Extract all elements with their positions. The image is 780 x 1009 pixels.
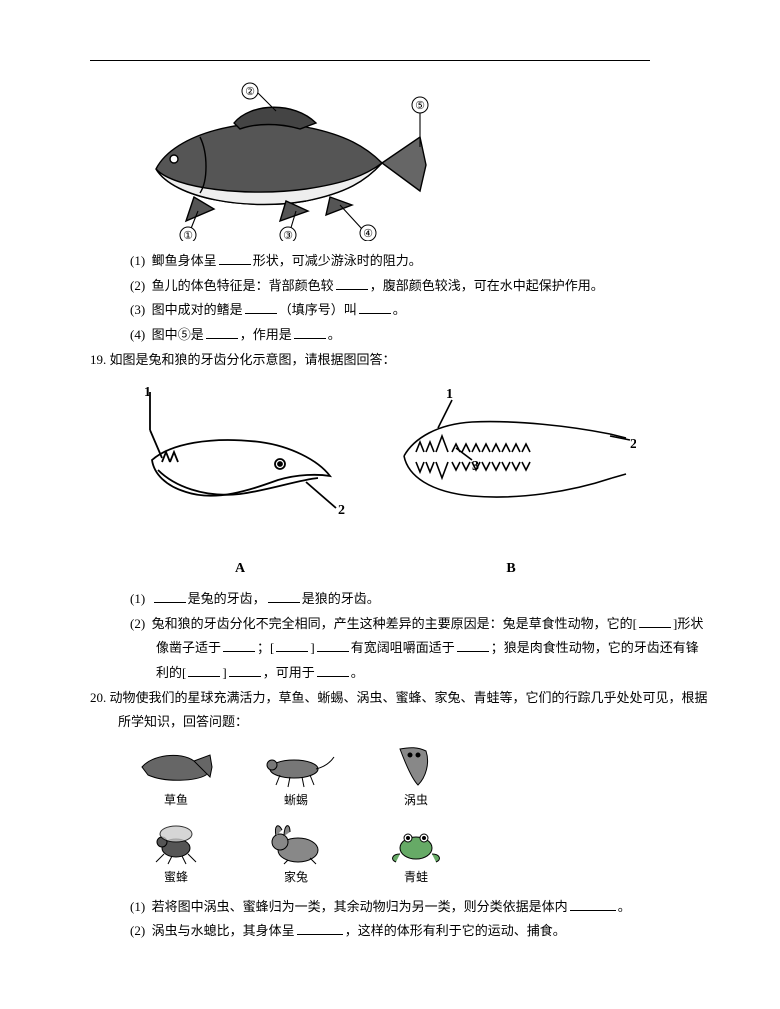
- text: 。: [618, 899, 631, 914]
- blank: [188, 663, 220, 677]
- teeth-A-label: A: [235, 556, 245, 583]
- blank: [223, 638, 255, 652]
- text: 。: [393, 302, 406, 317]
- sub-num: (1): [130, 253, 145, 268]
- blank: [245, 300, 277, 314]
- blank: [639, 614, 671, 628]
- blank: [276, 638, 308, 652]
- q-num: 20.: [90, 690, 106, 705]
- text: ；[: [257, 640, 274, 655]
- text: 是兔的牙齿，: [188, 591, 266, 606]
- animal-cell: 草鱼: [130, 741, 222, 812]
- top-rule: [90, 60, 650, 61]
- animal-label: 青蛙: [404, 866, 428, 889]
- text: ，作用是: [240, 327, 292, 342]
- text: 形状，可减少游泳时的阻力。: [253, 253, 422, 268]
- fish-label-1: ①: [183, 230, 193, 241]
- teeth-B-l2: 2: [630, 437, 636, 452]
- animal-label: 蜥蜴: [284, 789, 308, 812]
- text: 动物使我们的星球充满活力，草鱼、蜥蜴、涡虫、蜜蜂、家兔、青蛙等，它们的行踪几乎处…: [110, 690, 708, 730]
- teeth-A-l2: 2: [338, 503, 345, 518]
- text: ]: [222, 665, 226, 680]
- sub-num: (1): [130, 899, 145, 914]
- sub-num: (4): [130, 327, 145, 342]
- blank: [154, 589, 186, 603]
- blank: [206, 325, 238, 339]
- text: 若将图中涡虫、蜜蜂归为一类，其余动物归为另一类，则分类依据是体内: [152, 899, 568, 914]
- sub-num: (2): [130, 278, 145, 293]
- q20-1: (1) 若将图中涡虫、蜜蜂归为一类，其余动物归为另一类，则分类依据是体内 。: [116, 895, 710, 920]
- animal-label: 草鱼: [164, 789, 188, 812]
- q18-1: (1) 鲫鱼身体呈 形状，可减少游泳时的阻力。: [116, 249, 710, 274]
- blank: [219, 251, 251, 265]
- text: 兔和狼的牙齿分化不完全相同，产生这种差异的主要原因是：兔是草食性动物，它的[: [152, 616, 637, 631]
- text: ，腹部颜色较浅，可在水中起保护作用。: [370, 278, 604, 293]
- q18-2: (2) 鱼儿的体色特征是：背部颜色较 ，腹部颜色较浅，可在水中起保护作用。: [116, 274, 710, 299]
- text: ，这样的体形有利于它的运动、捕食。: [345, 923, 566, 938]
- blank: [229, 663, 261, 677]
- text: 如图是兔和狼的牙齿分化示意图，请根据图回答：: [110, 352, 396, 367]
- text: 图中: [152, 327, 178, 342]
- animal-cell: 蜥蜴: [250, 741, 342, 812]
- text: （填序号）叫: [279, 302, 357, 317]
- fish-label-3: ③: [283, 230, 293, 241]
- teeth-B: 1 2 3: [386, 382, 636, 552]
- animal-label: 家兔: [284, 866, 308, 889]
- text: 鱼儿的体色特征是：背部颜色较: [152, 278, 334, 293]
- q20-stem: 20. 动物使我们的星球充满活力，草鱼、蜥蜴、涡虫、蜜蜂、家兔、青蛙等，它们的行…: [90, 686, 710, 735]
- text: 涡虫与水螅比，其身体呈: [152, 923, 295, 938]
- text: 是: [191, 327, 204, 342]
- fish-figure: ① ② ③ ④ ⑤: [130, 81, 430, 241]
- q20-2: (2) 涡虫与水螅比，其身体呈 ，这样的体形有利于它的运动、捕食。: [116, 919, 710, 944]
- blank: [457, 638, 489, 652]
- q19-1: (1) 是兔的牙齿， 是狼的牙齿。: [116, 587, 710, 612]
- q-num: 19.: [90, 352, 106, 367]
- text: 有宽阔咀嚼面适于: [351, 640, 455, 655]
- text: ]: [310, 640, 314, 655]
- teeth-B-l3: 3: [472, 459, 479, 474]
- blank: [268, 589, 300, 603]
- fish-label-2: ②: [245, 86, 255, 98]
- blank: [317, 663, 349, 677]
- teeth-A-l1: 1: [144, 385, 151, 400]
- blank: [297, 921, 343, 935]
- animal-cell: 蜜蜂: [130, 818, 222, 889]
- animal-cell: 青蛙: [370, 818, 462, 889]
- blank: [317, 638, 349, 652]
- animal-grid: 草鱼 蜥蜴 涡虫 蜜蜂 家兔 青蛙: [130, 741, 490, 889]
- teeth-A: 1 2: [130, 382, 350, 552]
- text: 图中成对的鳍是: [152, 302, 243, 317]
- teeth-B-label: B: [506, 556, 515, 583]
- blank: [359, 300, 391, 314]
- text: 鲫鱼身体呈: [152, 253, 217, 268]
- sub-num: (2): [130, 616, 145, 631]
- animal-label: 涡虫: [404, 789, 428, 812]
- sub-num: (2): [130, 923, 145, 938]
- blank: [336, 276, 368, 290]
- teeth-B-l1: 1: [446, 387, 453, 402]
- animal-cell: 涡虫: [370, 741, 462, 812]
- fish-label-4: ④: [363, 228, 373, 240]
- circled-5: ⑤: [178, 327, 191, 342]
- blank: [294, 325, 326, 339]
- animal-label: 蜜蜂: [164, 866, 188, 889]
- animal-cell: 家兔: [250, 818, 342, 889]
- sub-num: (1): [130, 591, 145, 606]
- text: 是狼的牙齿。: [302, 591, 380, 606]
- teeth-figures: 1 2 A 1 2 3 B: [130, 382, 710, 583]
- q19-2: (2) 兔和狼的牙齿分化不完全相同，产生这种差异的主要原因是：兔是草食性动物，它…: [116, 612, 710, 686]
- q18-4: (4) 图中⑤是 ，作用是 。: [116, 323, 710, 348]
- text: ，可用于: [263, 665, 315, 680]
- fish-label-5: ⑤: [415, 100, 425, 112]
- q19-stem: 19. 如图是兔和狼的牙齿分化示意图，请根据图回答：: [90, 348, 710, 373]
- blank: [570, 897, 616, 911]
- text: 。: [351, 665, 364, 680]
- text: 。: [328, 327, 341, 342]
- q18-3: (3) 图中成对的鳍是 （填序号）叫 。: [116, 298, 710, 323]
- sub-num: (3): [130, 302, 145, 317]
